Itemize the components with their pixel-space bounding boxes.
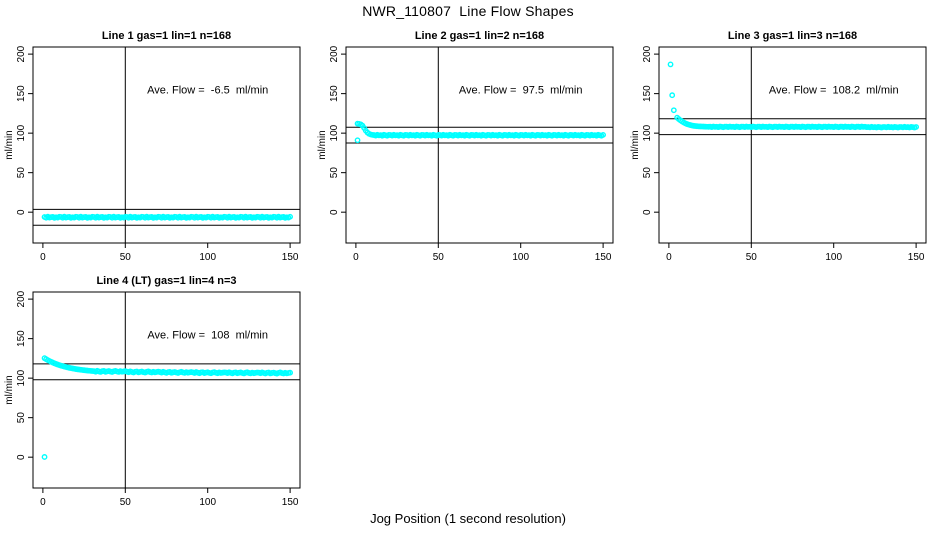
panel-title: Line 4 (LT) gas=1 lin=4 n=3 [96,275,236,287]
y-axis [28,53,33,213]
data-points [354,120,607,144]
x-tick-label: 0 [666,252,672,263]
panel-chart: Line 3 gas=1 lin=3 n=168 0 50 100 150 0 50 100 1… [630,30,927,263]
x-axis [355,243,604,248]
y-axis [28,298,33,458]
avg-flow-annotation: Ave. Flow = 108 ml/min [147,330,268,342]
outlier-point [667,61,674,68]
panel-line-1: Line 1 gas=1 lin=1 n=168 0 50 100 150 0 50 100 1… [0,18,312,270]
x-tick-label: 100 [512,252,529,263]
y-tick-label: 50 [16,167,27,179]
y-tick-label: 100 [16,124,27,141]
x-axis [42,243,291,248]
y-tick-label: 0 [16,454,27,460]
panel-line-3: Line 3 gas=1 lin=3 n=168 0 50 100 150 0 50 100 1… [626,18,936,270]
avg-flow-annotation: Ave. Flow = -6.5 ml/min [147,85,268,97]
y-tick-label: 0 [329,209,340,215]
y-tick-label: 100 [16,369,27,386]
x-axis [668,243,917,248]
x-tick-label: 150 [282,252,299,263]
x-tick-label: 50 [120,252,132,263]
y-tick-label: 0 [642,209,653,215]
y-axis [341,53,346,213]
plot-box [32,291,301,489]
y-tick-label: 0 [16,209,27,215]
outlier-point [670,107,677,114]
data-point [287,213,294,220]
panel-line-4: Line 4 (LT) gas=1 lin=4 n=3 0 50 100 150 0 50 1… [0,263,312,515]
outlier-point [41,454,48,460]
x-axis [42,488,291,493]
y-tick-label: 200 [329,45,340,62]
panel-chart: Line 2 gas=1 lin=2 n=168 0 50 100 150 0 50 100 1… [317,30,614,263]
outlier-point [669,92,676,99]
x-tick-label: 0 [40,252,46,263]
x-tick-label: 100 [199,497,216,508]
y-axis-label: ml/min [4,375,15,404]
y-axis [654,53,659,213]
panel-chart: Line 4 (LT) gas=1 lin=4 n=3 0 50 100 150 0 50 1… [4,275,301,508]
avg-flow-band-lines [33,363,300,381]
data-points [41,355,294,460]
avg-flow-annotation: Ave. Flow = 97.5 ml/min [459,85,583,97]
panel-chart: Line 1 gas=1 lin=1 n=168 0 50 100 150 0 50 100 1… [4,30,301,263]
panel-title: Line 1 gas=1 lin=1 n=168 [102,30,231,42]
x-tick-label: 0 [40,497,46,508]
data-points [667,61,920,131]
x-tick-label: 0 [353,252,359,263]
y-tick-label: 100 [329,124,340,141]
figure-title: NWR_110807 Line Flow Shapes [362,3,574,19]
x-tick-label: 100 [825,252,842,263]
x-axis-figure-label: Jog Position (1 second resolution) [370,511,566,526]
avg-flow-annotation: Ave. Flow = 108.2 ml/min [769,85,899,97]
x-tick-label: 50 [120,497,132,508]
y-tick-label: 150 [642,85,653,102]
data-point [600,131,607,138]
panel-line-2: Line 2 gas=1 lin=2 n=168 0 50 100 150 0 50 100 1… [313,18,625,270]
y-tick-label: 150 [329,85,340,102]
x-tick-label: 150 [908,252,925,263]
y-tick-label: 50 [642,167,653,179]
y-axis-label: ml/min [4,130,15,159]
panel-title: Line 2 gas=1 lin=2 n=168 [415,30,544,42]
x-tick-label: 50 [746,252,758,263]
data-points [41,213,294,221]
x-tick-label: 100 [199,252,216,263]
y-tick-label: 50 [329,167,340,179]
y-axis-label: ml/min [317,130,328,159]
y-tick-label: 150 [16,85,27,102]
avg-flow-band-lines [346,126,613,144]
data-point [913,124,920,130]
avg-flow-band-lines [659,118,926,136]
y-tick-label: 200 [642,45,653,62]
x-tick-label: 50 [433,252,445,263]
avg-flow-band-lines [33,208,300,226]
data-point [287,369,294,376]
y-axis-label: ml/min [630,130,641,159]
y-tick-label: 50 [16,412,27,424]
plot-box [32,46,301,244]
y-tick-label: 100 [642,124,653,141]
panel-title: Line 3 gas=1 lin=3 n=168 [728,30,857,42]
y-tick-label: 200 [16,290,27,307]
plot-box [658,46,927,244]
y-tick-label: 150 [16,330,27,347]
x-tick-label: 150 [595,252,612,263]
y-tick-label: 200 [16,45,27,62]
plot-box [345,46,614,244]
x-tick-label: 150 [282,497,299,508]
outlier-point [354,137,361,144]
